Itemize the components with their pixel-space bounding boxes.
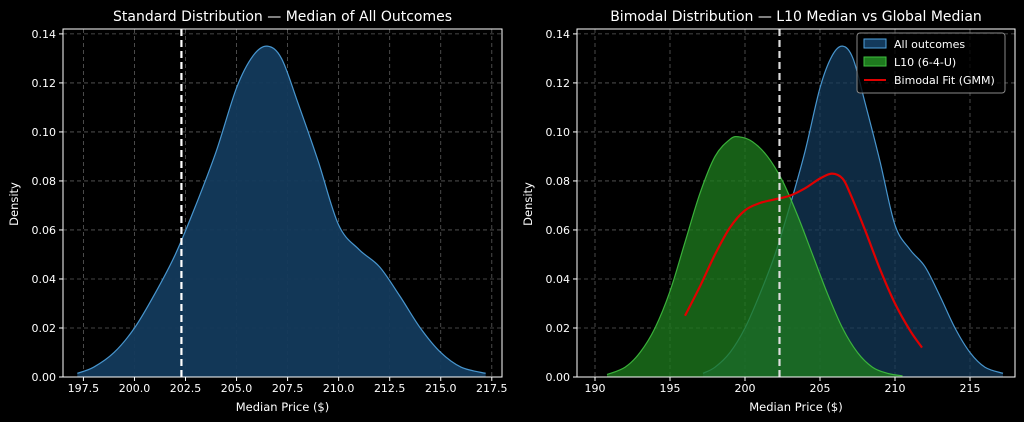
x-tick-label: 205.0 <box>221 382 253 395</box>
x-tick-label: 197.5 <box>68 382 100 395</box>
series-all-outcomes-area <box>77 46 486 377</box>
x-tick-label: 205 <box>810 382 831 395</box>
axes-frame <box>576 28 1016 378</box>
y-tick-label: 0.12 <box>32 77 57 90</box>
x-axis-label: Median Price ($) <box>236 400 329 414</box>
series-l10-6-4-u-area <box>607 136 903 377</box>
y-tick-label: 0.14 <box>546 28 571 41</box>
x-tick-label: 210.0 <box>323 382 355 395</box>
y-axis-label: Density <box>7 182 21 226</box>
x-tick-label: 200 <box>735 382 756 395</box>
chart-standard-distribution: 197.5 200.0 202.5 205.0 207.5 210.0 212.5 215.0… <box>7 9 508 414</box>
x-tick-label: 217.5 <box>476 382 508 395</box>
y-tick-label: 0.00 <box>32 371 57 384</box>
y-tick-label: 0.02 <box>546 322 571 335</box>
y-tick-label: 0.06 <box>546 224 571 237</box>
y-tick-label: 0.12 <box>546 77 571 90</box>
legend-label-gmm: Bimodal Fit (GMM) <box>894 74 995 87</box>
axes-frame <box>62 28 503 378</box>
y-tick-label: 0.10 <box>32 126 57 139</box>
chart-title: Bimodal Distribution — L10 Median vs Glo… <box>610 9 982 25</box>
series-bimodal-fit-gmm-line <box>684 172 923 349</box>
y-tick-label: 0.00 <box>546 371 571 384</box>
legend-frame <box>856 32 1006 94</box>
series-all-outcomes-line <box>77 45 486 374</box>
y-tick-label: 0.04 <box>32 273 57 286</box>
y-tick-label: 0.08 <box>32 175 57 188</box>
x-tick-label: 195 <box>660 382 681 395</box>
legend-label-l10: L10 (6-4-U) <box>894 56 956 69</box>
chart-bimodal-distribution: 190 195 200 205 210 215 0.00 0.02 0.04 0.06 0.08 0.… <box>521 9 1016 414</box>
x-tick-label: 202.5 <box>170 382 202 395</box>
x-tick-label: 212.5 <box>374 382 406 395</box>
y-tick-label: 0.04 <box>546 273 571 286</box>
plot-area: 197.5 200.0 202.5 205.0 207.5 210.0 212.5 215.0… <box>32 28 508 395</box>
x-tick-label: 215 <box>960 382 981 395</box>
legend-swatch-all-outcomes <box>863 38 887 49</box>
legend-swatch-l10 <box>863 56 887 67</box>
x-tick-label: 200.0 <box>119 382 151 395</box>
plot-area: 190 195 200 205 210 215 0.00 0.02 0.04 0.06 0.08 0.… <box>546 28 1016 395</box>
y-tick-label: 0.06 <box>32 224 57 237</box>
y-axis-label: Density <box>521 182 535 226</box>
chart-title: Standard Distribution — Median of All Ou… <box>113 9 452 25</box>
legend-label-all-outcomes: All outcomes <box>894 38 965 51</box>
x-tick-label: 207.5 <box>272 382 304 395</box>
x-tick-label: 210 <box>885 382 906 395</box>
x-axis-label: Median Price ($) <box>749 400 842 414</box>
y-tick-label: 0.14 <box>32 28 57 41</box>
x-tick-label: 190 <box>585 382 606 395</box>
x-tick-label: 215.0 <box>425 382 457 395</box>
y-tick-label: 0.10 <box>546 126 571 139</box>
legend: All outcomes L10 (6-4-U) Bimodal Fit (GM… <box>856 32 1006 94</box>
y-tick-label: 0.08 <box>546 175 571 188</box>
series-l10-6-4-u-line <box>606 135 903 377</box>
y-tick-label: 0.02 <box>32 322 57 335</box>
